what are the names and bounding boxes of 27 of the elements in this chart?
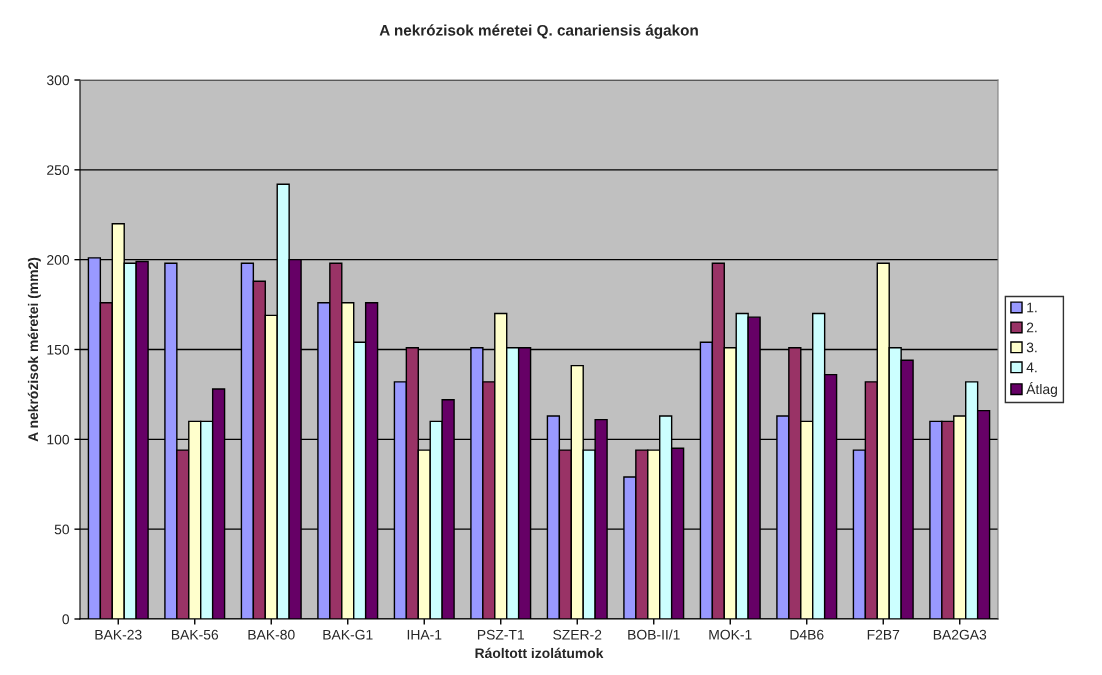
y-tick-label: 150	[47, 344, 70, 355]
x-tick-label: BA2GA3	[933, 629, 987, 640]
x-tick-label: IHA-1	[407, 629, 442, 640]
x-tick-label: F2B7	[867, 629, 900, 640]
x-tick-label: BAK-G1	[323, 629, 373, 640]
legend-label: 2.	[1026, 322, 1037, 333]
x-tick-label: MOK-1	[709, 629, 752, 640]
x-tick-label: SZER-2	[553, 629, 602, 640]
y-tick-label: 200	[47, 255, 70, 265]
x-tick-label: D4B6	[790, 629, 824, 640]
y-tick-label: 300	[46, 75, 70, 86]
x-tick-label: PSZ-T1	[477, 629, 524, 640]
y-axis-title: A nekrózisok méretei (mm2)	[27, 257, 41, 442]
x-tick-label: BAK-80	[248, 629, 295, 640]
chart-title: A nekrózisok méretei Q. canariensis ágakon	[379, 24, 698, 39]
y-tick-label: 50	[54, 524, 70, 535]
legend-label: 1.	[1027, 302, 1037, 313]
legend-label: 4.	[1026, 362, 1037, 373]
x-tick-label: BAK-23	[95, 629, 142, 640]
legend-label: 3.	[1026, 342, 1037, 353]
x-axis-title: Ráoltott izolátumok	[475, 647, 604, 659]
y-tick-label: 250	[47, 165, 70, 175]
x-tick-label: BAK-56	[171, 629, 219, 640]
legend-label: Átlag	[1026, 381, 1057, 397]
x-tick-label: BOB-II/1	[628, 629, 680, 640]
y-tick-label: 100	[47, 434, 70, 445]
y-tick-label: 0	[62, 614, 70, 625]
